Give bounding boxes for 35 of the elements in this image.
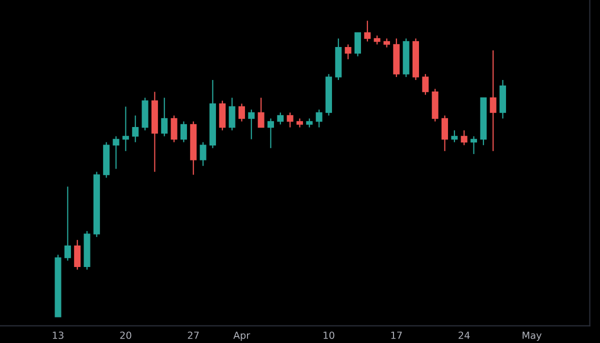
- candlestick: [258, 97, 264, 128]
- candlestick: [74, 239, 81, 270]
- candlestick: [248, 109, 255, 140]
- candlestick: [170, 114, 178, 143]
- candlestick: [451, 130, 458, 143]
- x-tick-label: Apr: [233, 332, 250, 341]
- candlestick: [277, 112, 284, 125]
- x-tick-label: May: [522, 332, 542, 341]
- candlestick: [490, 50, 496, 152]
- candlestick: [161, 97, 168, 137]
- candlestick: [122, 106, 129, 152]
- candlestick: [228, 97, 236, 131]
- candlestick: [219, 100, 226, 131]
- candlestick: [180, 120, 187, 143]
- candlestick: [64, 186, 71, 262]
- candlestick: [344, 44, 352, 60]
- candlestick: [354, 32, 361, 57]
- x-tick-label: 17: [391, 332, 402, 339]
- x-tick-label: 24: [458, 332, 470, 339]
- x-tick-label: 13: [52, 332, 64, 339]
- x-tick-label: 10: [324, 332, 334, 339]
- x-tick-label: 27: [188, 332, 199, 339]
- candlestick: [470, 136, 478, 155]
- candlestick: [422, 74, 429, 96]
- candlestick: [286, 112, 294, 128]
- candlestick: [442, 114, 448, 152]
- candlestick: [112, 136, 120, 170]
- candlestick: [364, 20, 371, 42]
- candlestick: [238, 103, 245, 122]
- candlestick: [132, 114, 139, 143]
- x-tick-label: 20: [120, 332, 132, 339]
- candlestick: [267, 118, 274, 149]
- candlestick: [460, 130, 468, 146]
- candlestick: [316, 109, 322, 128]
- candlestick: [200, 142, 206, 166]
